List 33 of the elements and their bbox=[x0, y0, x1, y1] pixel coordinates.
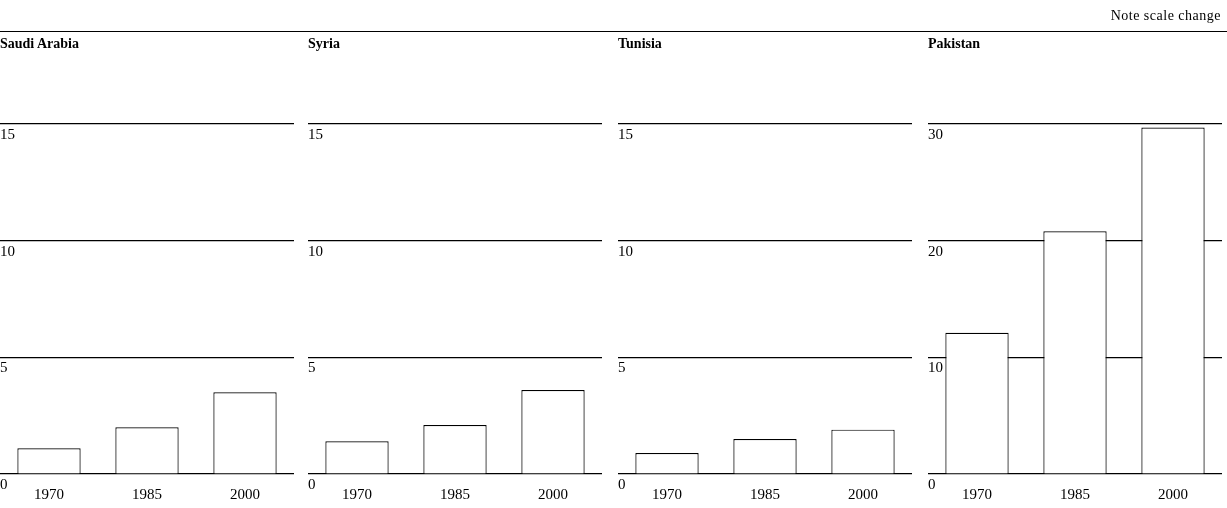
text: Note scale change bbox=[1110, 8, 1221, 24]
x-tick-label: 1985 bbox=[750, 485, 780, 502]
y-tick-label: 15 bbox=[618, 125, 633, 142]
y-tick-label: 0 bbox=[0, 475, 8, 492]
y-tick-label: 15 bbox=[308, 125, 323, 142]
x-tick-label: 2000 bbox=[230, 485, 260, 502]
y-tick-label: 10 bbox=[308, 242, 323, 259]
y-tick-label: 0 bbox=[618, 475, 626, 492]
y-tick-label: 5 bbox=[618, 359, 626, 376]
y-tick-label: 20 bbox=[928, 242, 943, 259]
x-tick-label: 2000 bbox=[538, 485, 568, 502]
y-tick-label: 30 bbox=[928, 125, 943, 142]
y-tick-label: 15 bbox=[0, 125, 15, 142]
x-tick-label: 2000 bbox=[848, 485, 878, 502]
x-tick-label: 1970 bbox=[34, 485, 64, 502]
chart-title: Syria bbox=[308, 35, 341, 53]
x-tick-label: 2000 bbox=[1158, 485, 1188, 502]
x-tick-label: 1985 bbox=[132, 485, 162, 502]
chart-title: Tunisia bbox=[618, 35, 663, 53]
y-tick-label: 0 bbox=[928, 475, 936, 492]
y-tick-label: 10 bbox=[928, 359, 943, 376]
x-tick-label: 1985 bbox=[440, 485, 470, 502]
y-tick-label: 10 bbox=[0, 242, 15, 259]
chart-title: Pakistan bbox=[928, 35, 982, 53]
y-tick-label: 10 bbox=[618, 242, 633, 259]
y-tick-label: 5 bbox=[0, 359, 8, 376]
x-tick-label: 1985 bbox=[1060, 485, 1090, 502]
x-tick-label: 1970 bbox=[652, 485, 682, 502]
chart-title: Saudi Arabia bbox=[0, 35, 80, 53]
x-tick-label: 1970 bbox=[342, 485, 372, 502]
x-tick-label: 1970 bbox=[962, 485, 992, 502]
y-tick-label: 5 bbox=[308, 359, 316, 376]
y-tick-label: 0 bbox=[308, 475, 316, 492]
